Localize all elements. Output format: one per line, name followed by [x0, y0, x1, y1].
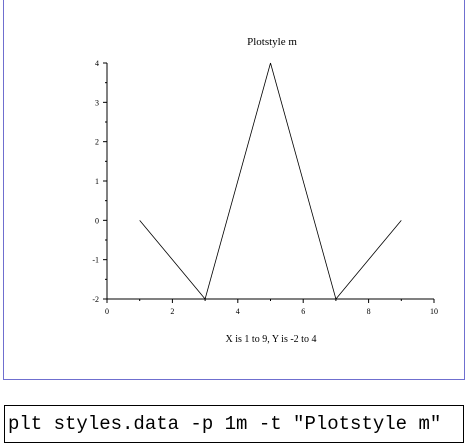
axes: -2 -1 0 1 2 3 4 0 2 4 6 8 10: [92, 59, 438, 316]
x-tick-label: 2: [170, 307, 174, 316]
x-tick-label: 0: [105, 307, 109, 316]
series-line-segment: [335, 220, 402, 300]
x-tick-label: 8: [367, 307, 371, 316]
y-tick-label: -2: [92, 295, 99, 304]
y-tick-label: 3: [95, 98, 99, 107]
y-tick-label: -1: [92, 256, 99, 265]
x-tick-label: 4: [236, 307, 240, 316]
x-axis-label: X is 1 to 9, Y is -2 to 4: [226, 334, 317, 345]
line-chart: Plotstyle m -2 -1 0 1 2 3 4 0 2 4 6 8 10 X is 1 to 9…: [92, 36, 438, 345]
series-group: [139, 62, 402, 300]
y-tick-label: 1: [95, 177, 99, 186]
y-tick-label: 2: [95, 138, 99, 147]
series-line-segment: [270, 62, 337, 300]
plot-panel: Plotstyle m -2 -1 0 1 2 3 4 0 2 4 6 8 10 X is 1 to 9…: [3, 0, 465, 380]
x-tick-label: 6: [301, 307, 305, 316]
chart-title: Plotstyle m: [247, 36, 297, 48]
y-tick-label: 0: [95, 216, 99, 225]
series-line-segment: [139, 220, 206, 300]
x-tick-label: 10: [430, 307, 438, 316]
series-line-segment: [204, 62, 271, 300]
command-line: plt styles.data -p 1m -t "Plotstyle m": [4, 405, 464, 443]
y-tick-label: 4: [95, 59, 99, 68]
